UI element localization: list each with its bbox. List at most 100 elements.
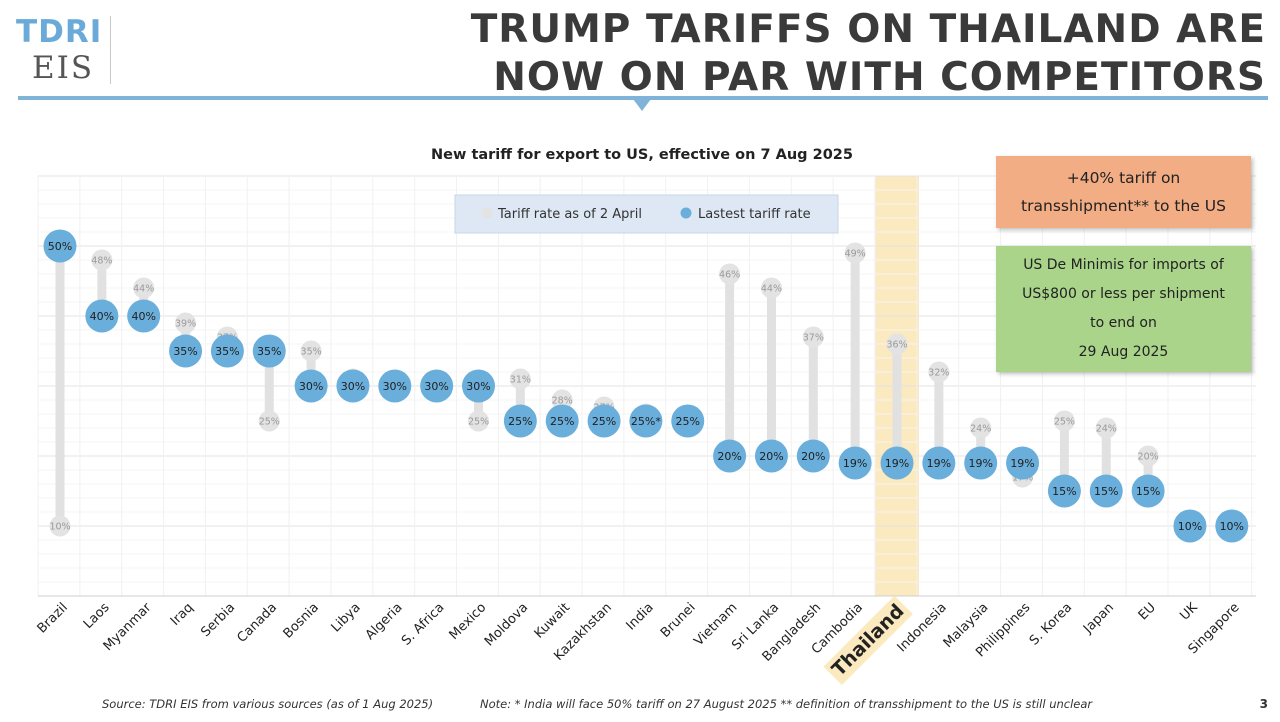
latest-marker: [252, 334, 286, 368]
latest-marker: [922, 446, 956, 480]
category-label: Iraq: [168, 600, 197, 629]
latest-marker: [1006, 446, 1040, 480]
april-label: 44%: [761, 284, 782, 295]
latest-label: 25%: [508, 415, 532, 428]
latest-label: 19%: [968, 457, 992, 470]
latest-label: 25%: [592, 415, 616, 428]
latest-label: 15%: [1052, 485, 1076, 498]
latest-label: 30%: [299, 380, 323, 393]
logo-tdri: TDRI: [16, 14, 103, 50]
headline-line-1: TRUMP TARIFFS ON THAILAND ARE: [470, 7, 1266, 52]
latest-label: 19%: [885, 457, 909, 470]
latest-label: 19%: [927, 457, 951, 470]
april-marker: [886, 333, 908, 355]
category-label: India: [624, 600, 657, 633]
latest-marker: [420, 369, 454, 403]
deminimis-note: US De Minimis for imports of US$800 or l…: [996, 246, 1251, 372]
category-label: Brazil: [35, 600, 71, 636]
legend-latest-marker: [680, 207, 692, 219]
deminimis-note-line-1: US De Minimis for imports of: [1023, 257, 1224, 273]
april-marker: [468, 410, 489, 432]
april-marker: [300, 340, 322, 362]
latest-label: 30%: [383, 380, 407, 393]
chart-title: New tariff for export to US, effective o…: [431, 147, 853, 163]
latest-marker: [754, 439, 788, 473]
latest-marker: [503, 404, 537, 438]
latest-marker: [1131, 474, 1165, 508]
category-label: Bosnia: [281, 600, 322, 641]
latest-marker: [713, 439, 747, 473]
latest-label: 35%: [173, 345, 197, 358]
april-marker: [49, 515, 71, 537]
category-label: Laos: [81, 600, 113, 632]
latest-marker: [796, 439, 830, 473]
april-marker: [509, 368, 531, 390]
april-marker: [760, 277, 782, 299]
april-label: 49%: [845, 249, 866, 260]
category-label-highlight: Thailand: [828, 600, 909, 681]
category-label: UK: [1177, 600, 1201, 624]
page-headline: TRUMP TARIFFS ON THAILAND ARE NOW ON PAR…: [471, 6, 1266, 102]
category-label: Libya: [329, 600, 364, 635]
latest-marker: [294, 369, 328, 403]
april-label: 32%: [928, 368, 949, 379]
april-marker: [970, 417, 992, 439]
april-marker: [1095, 417, 1117, 439]
latest-label: 30%: [424, 380, 448, 393]
latest-marker: [336, 369, 370, 403]
highlight-label-background: [823, 595, 913, 686]
latest-label: 35%: [257, 345, 281, 358]
april-label: 24%: [970, 424, 991, 435]
latest-marker: [43, 229, 77, 263]
category-label: Japan: [1080, 600, 1117, 637]
latest-marker: [545, 404, 579, 438]
april-marker: [258, 410, 280, 432]
april-label: 35%: [301, 347, 322, 358]
latest-marker: [1089, 474, 1123, 508]
latest-marker: [587, 404, 621, 438]
latest-label: 40%: [90, 310, 114, 323]
latest-label: 20%: [759, 450, 783, 463]
latest-label: 30%: [341, 380, 365, 393]
latest-marker: [838, 446, 872, 480]
april-marker: [1053, 410, 1075, 432]
category-label: Kuwait: [532, 600, 573, 641]
latest-marker: [964, 446, 998, 480]
april-label: 44%: [133, 284, 154, 295]
april-label: 25%: [468, 417, 489, 428]
april-label: 25%: [1054, 417, 1075, 428]
category-label: Canada: [234, 600, 280, 646]
april-label: 46%: [719, 270, 740, 281]
latest-label: 20%: [801, 450, 825, 463]
latest-label: 25%: [676, 415, 700, 428]
category-label: S. Africa: [399, 600, 448, 649]
latest-marker: [85, 299, 119, 333]
category-label: EU: [1136, 600, 1159, 623]
transshipment-note-line-1: +40% tariff on: [1066, 169, 1181, 187]
latest-marker: [127, 299, 161, 333]
header-rule-notch: [633, 99, 651, 111]
april-label: 20%: [1138, 452, 1159, 463]
transshipment-note-line-2: transshipment** to the US: [1021, 197, 1226, 215]
april-marker: [551, 389, 573, 411]
april-label: 24%: [1096, 424, 1117, 435]
april-marker: [175, 312, 197, 334]
april-label: 25%: [259, 417, 280, 428]
headline-line-2: NOW ON PAR WITH COMPETITORS: [493, 55, 1266, 100]
latest-label: 50%: [48, 240, 72, 253]
april-marker: [719, 263, 741, 285]
latest-marker: [671, 404, 705, 438]
header-rule: [18, 96, 1268, 100]
latest-label: 20%: [717, 450, 741, 463]
april-label: 10%: [49, 522, 70, 533]
latest-marker: [462, 369, 495, 403]
category-label: Moldova: [482, 600, 531, 649]
latest-marker: [169, 334, 203, 368]
latest-label: 25%*: [631, 415, 661, 428]
deminimis-note-line-4: 29 Aug 2025: [1078, 344, 1169, 360]
latest-label: 10%: [1178, 520, 1202, 533]
april-label: 48%: [91, 256, 112, 267]
logo-eis: EIS: [32, 50, 95, 86]
category-label: S. Korea: [1027, 600, 1075, 648]
april-label: 31%: [510, 375, 531, 386]
